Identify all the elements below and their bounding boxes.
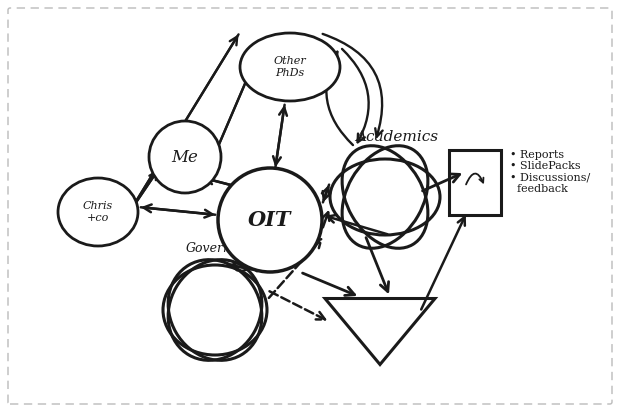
Text: Government: Government <box>186 242 264 255</box>
Text: • Reports
• SlidePacks
• Discussions/
  feedback: • Reports • SlidePacks • Discussions/ fe… <box>510 150 590 194</box>
Text: Chris
+co: Chris +co <box>83 201 113 223</box>
Bar <box>449 150 501 215</box>
Ellipse shape <box>58 178 138 246</box>
FancyArrowPatch shape <box>326 52 353 145</box>
Text: Other
PhDs: Other PhDs <box>273 56 306 78</box>
FancyArrowPatch shape <box>466 173 484 185</box>
Ellipse shape <box>240 33 340 101</box>
FancyArrowPatch shape <box>322 34 383 137</box>
Circle shape <box>218 168 322 272</box>
Text: OIT: OIT <box>249 210 291 230</box>
Circle shape <box>149 121 221 193</box>
Text: Academics: Academics <box>355 130 438 144</box>
Text: Me: Me <box>172 148 198 166</box>
FancyArrowPatch shape <box>342 49 369 142</box>
